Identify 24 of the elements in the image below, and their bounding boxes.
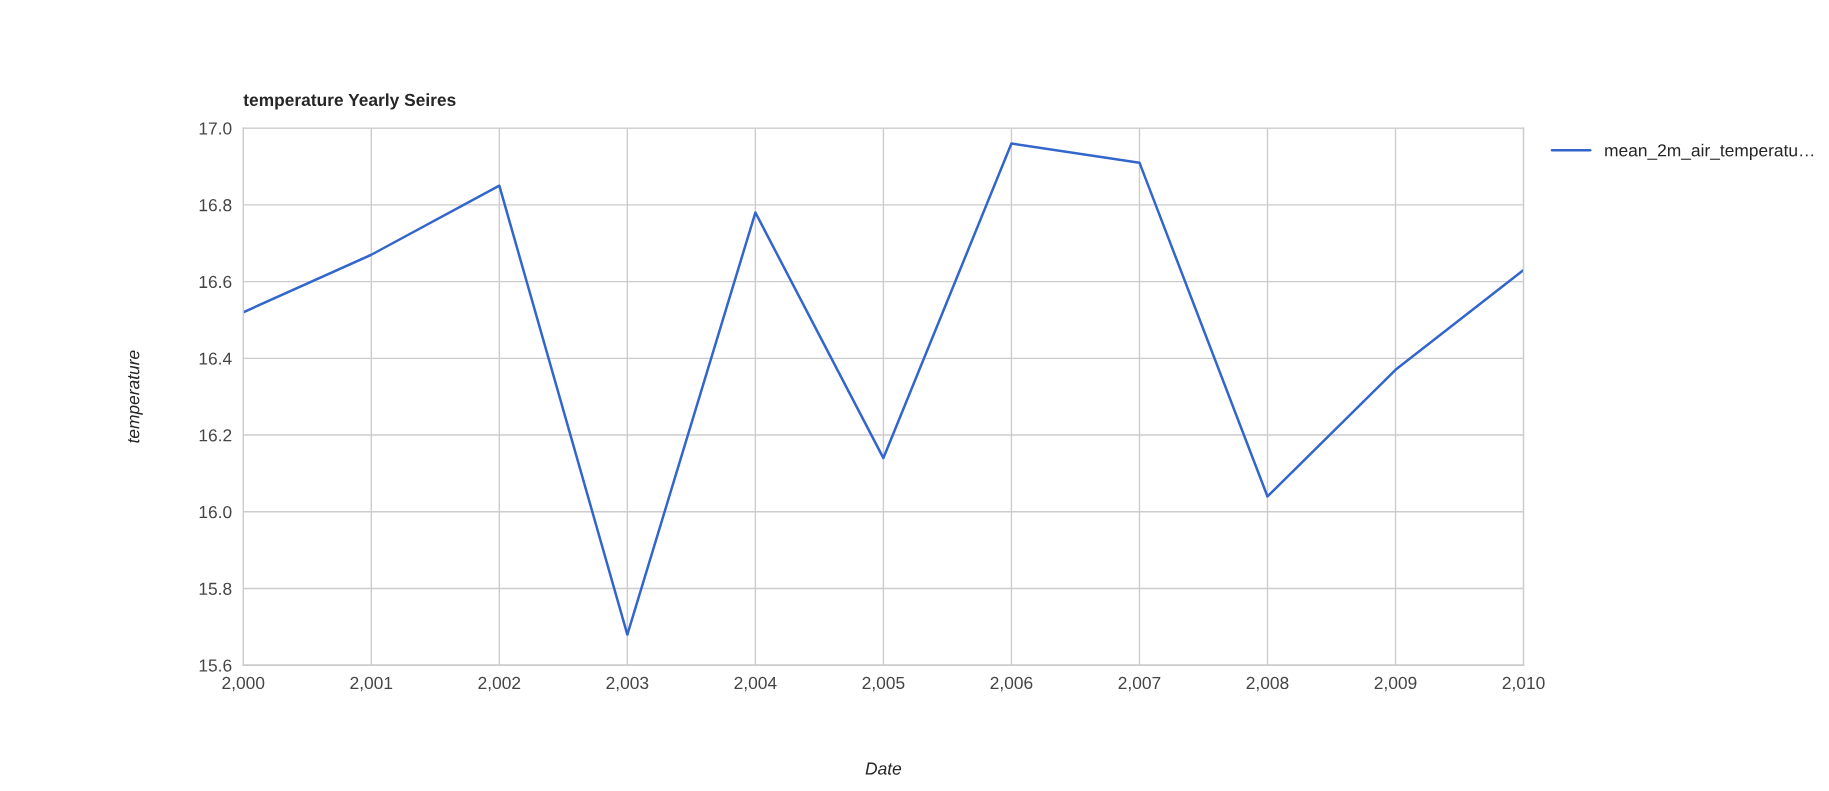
y-tick-label: 15.8	[199, 582, 232, 595]
line-series	[243, 142, 1524, 636]
x-axis-title: Date	[865, 762, 902, 775]
y-tick-label: 16.0	[199, 505, 232, 519]
y-axis-title: temperature	[127, 350, 143, 443]
x-tick-label: 2,009	[1374, 676, 1417, 692]
x-tick-label: 2,010	[1502, 676, 1545, 692]
y-tick-label: 15.6	[199, 659, 232, 672]
x-tick-label: 2,003	[606, 676, 649, 692]
y-tick-label: 16.2	[199, 429, 232, 442]
x-tick-label: 2,007	[1118, 676, 1161, 692]
y-tick-label: 16.8	[199, 199, 232, 212]
x-tick-label: 2,002	[478, 676, 521, 692]
x-tick-label: 2,006	[990, 676, 1033, 692]
y-tick-label: 17.0	[199, 122, 232, 135]
x-tick-label: 2,004	[734, 676, 777, 692]
x-tick-label: 2,005	[862, 676, 905, 692]
legend-label: mean_2m_air_temperatu…	[1605, 143, 1814, 160]
chart-title: temperature Yearly Seires	[243, 93, 456, 110]
y-tick-label: 16.4	[199, 352, 232, 365]
x-tick-label: 2,008	[1246, 676, 1289, 692]
x-tick-label: 2,000	[222, 676, 265, 692]
y-tick-label: 16.6	[199, 275, 232, 289]
x-tick-label: 2,001	[350, 676, 393, 692]
